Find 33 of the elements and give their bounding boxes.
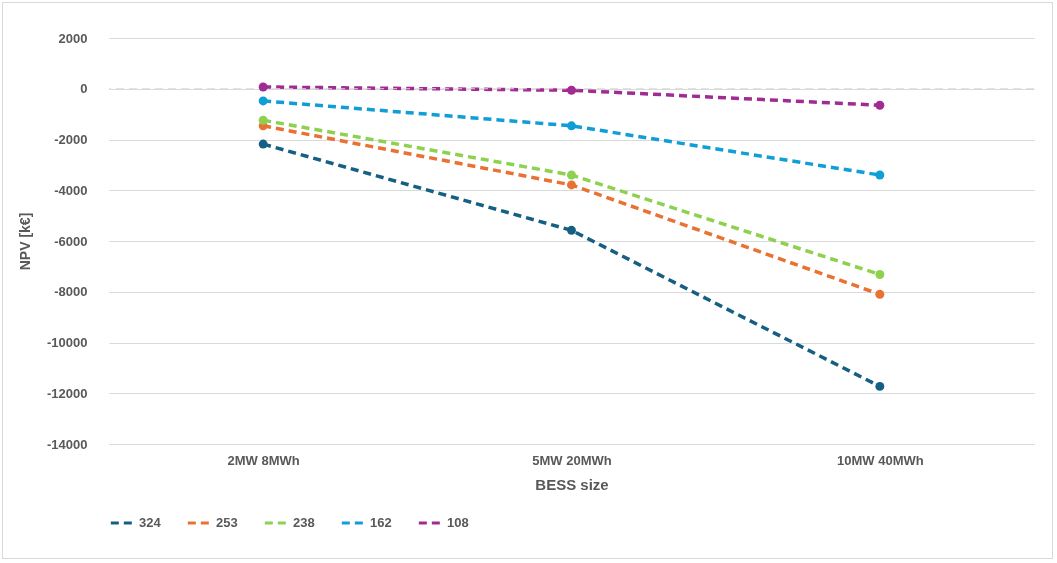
point [258,82,268,92]
point [567,180,576,190]
point [875,381,885,391]
legend-label: 108 [447,515,469,530]
point [567,121,576,131]
legend-label: 238 [293,515,315,530]
point [258,139,268,149]
y-tick-label: -2000 [54,132,88,147]
x-tick-label: 2MW 8MWh [227,452,300,468]
point [567,85,576,95]
y-tick-label: -12000 [47,385,88,401]
legend-label: 253 [216,515,238,530]
x-tick-label: 5MW 20MWh [532,452,612,468]
y-tick-label: -14000 [47,436,88,452]
point [875,100,885,110]
y-tick-label: -4000 [54,182,88,198]
y-tick-label: 0 [80,81,88,97]
x-tick-label: 10MW 40MWh [837,452,924,468]
point [258,96,268,106]
point [567,225,576,235]
x-axis-title: BESS size [535,475,609,493]
y-tick-label: -8000 [54,284,88,300]
y-tick-label: -6000 [54,233,88,249]
point [875,170,885,180]
point [875,289,885,299]
legend-label: 162 [370,515,392,530]
legend-label: 324 [139,515,162,530]
point [875,270,885,279]
y-tick-label: 2000 [58,30,88,46]
point [567,170,576,180]
y-axis-title: NPV [k€] [17,212,34,271]
y-tick-label: -10000 [47,335,88,350]
point [258,115,268,125]
